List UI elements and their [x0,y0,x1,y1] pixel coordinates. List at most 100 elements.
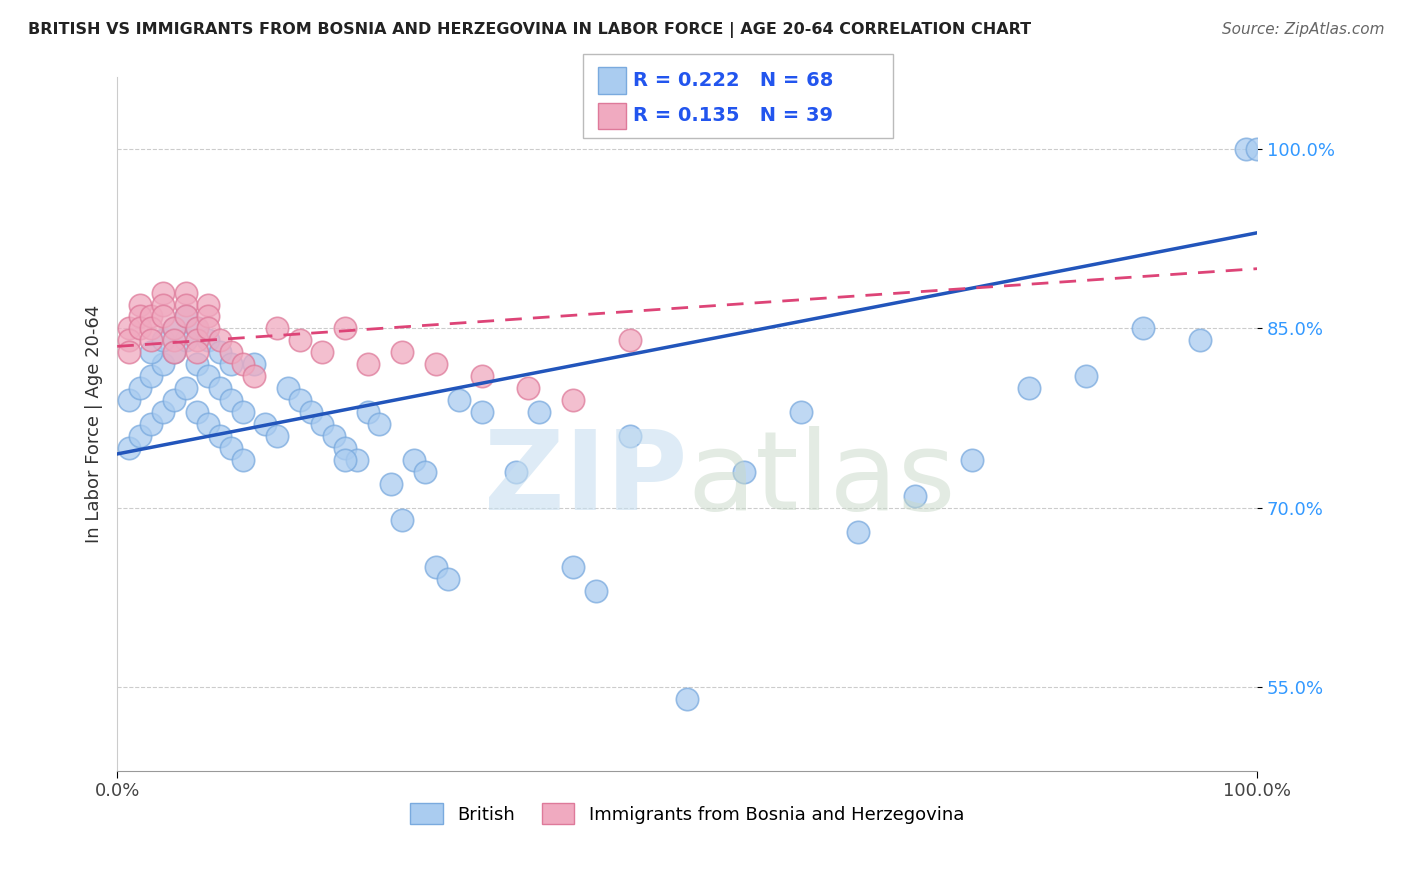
Point [368,417,391,431]
Point [174,285,197,300]
Point [141,417,163,431]
Point [904,489,927,503]
Point [436,573,458,587]
Point [471,369,494,384]
Point [129,381,152,395]
Point [197,369,219,384]
Point [277,381,299,395]
Text: ZIP: ZIP [484,426,688,533]
Point [402,453,425,467]
Point [380,476,402,491]
Point [243,357,266,371]
Point [413,465,436,479]
Point [186,345,208,359]
Point [163,345,186,359]
Point [141,310,163,324]
Text: atlas: atlas [688,426,956,533]
Point [516,381,538,395]
Point [471,405,494,419]
Point [1074,369,1097,384]
Point [288,393,311,408]
Point [197,417,219,431]
Point [174,310,197,324]
Point [333,453,356,467]
Point [152,285,174,300]
Point [141,334,163,348]
Point [1018,381,1040,395]
Point [333,441,356,455]
Point [186,321,208,335]
Point [1189,334,1212,348]
Point [357,405,380,419]
Point [266,321,288,335]
Point [232,453,254,467]
Point [790,405,813,419]
Point [163,321,186,335]
Y-axis label: In Labor Force | Age 20-64: In Labor Force | Age 20-64 [86,305,103,543]
Point [174,297,197,311]
Point [129,297,152,311]
Point [219,357,242,371]
Point [197,321,219,335]
Point [676,692,699,706]
Point [186,405,208,419]
Point [425,357,447,371]
Point [208,381,231,395]
Point [174,381,197,395]
Point [129,321,152,335]
Text: R = 0.222   N = 68: R = 0.222 N = 68 [633,70,834,90]
Point [346,453,368,467]
Point [505,465,527,479]
Point [141,369,163,384]
Point [152,310,174,324]
Point [186,334,208,348]
Point [152,334,174,348]
Point [562,560,585,574]
Point [186,321,208,335]
Point [117,393,139,408]
Point [357,357,380,371]
Point [266,429,288,443]
Point [163,345,186,359]
Point [219,441,242,455]
Point [733,465,755,479]
Point [232,405,254,419]
Point [152,357,174,371]
Point [391,345,413,359]
Point [141,345,163,359]
Point [425,560,447,574]
Point [152,405,174,419]
Point [208,345,231,359]
Point [186,357,208,371]
Point [311,417,333,431]
Point [619,429,641,443]
Point [562,393,585,408]
Point [163,334,186,348]
Point [117,321,139,335]
Point [208,429,231,443]
Point [208,334,231,348]
Point [197,334,219,348]
Point [333,321,356,335]
Point [232,357,254,371]
Point [163,393,186,408]
Point [619,334,641,348]
Point [960,453,983,467]
Point [219,345,242,359]
Point [585,584,607,599]
Point [1246,142,1268,156]
Point [129,310,152,324]
Text: R = 0.135   N = 39: R = 0.135 N = 39 [633,106,832,126]
Point [174,334,197,348]
Point [288,334,311,348]
Point [846,524,869,539]
Point [117,441,139,455]
Point [117,345,139,359]
Legend: British, Immigrants from Bosnia and Herzegovina: British, Immigrants from Bosnia and Herz… [411,803,965,824]
Point [197,297,219,311]
Point [129,429,152,443]
Point [311,345,333,359]
Point [141,321,163,335]
Point [299,405,322,419]
Point [219,393,242,408]
